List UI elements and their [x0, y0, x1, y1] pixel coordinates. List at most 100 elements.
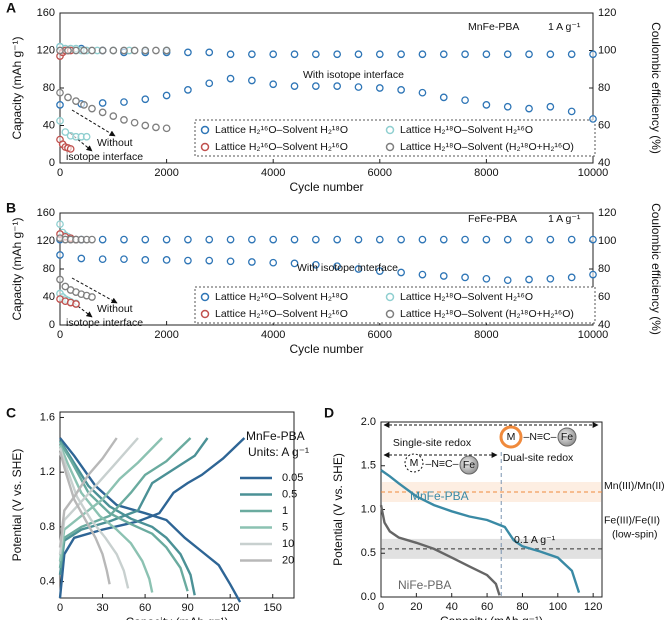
efficiency-point	[152, 46, 160, 55]
efficiency-point	[311, 50, 320, 59]
efficiency-point	[375, 50, 384, 59]
annotation: 1 A g⁻¹	[548, 213, 581, 225]
y-tick-label: 120	[37, 44, 55, 56]
discharge-curve	[58, 447, 130, 589]
capacity-point	[226, 74, 235, 83]
efficiency-point	[525, 50, 533, 59]
legend-marker	[385, 309, 395, 319]
x-tick-label: 4000	[261, 329, 285, 341]
y2-tick-label: 60	[598, 119, 610, 131]
efficiency-point	[290, 50, 299, 59]
efficiency-point	[205, 235, 214, 244]
capacity-point	[141, 256, 150, 264]
efficiency-point	[130, 46, 139, 55]
capacity-point	[130, 118, 139, 127]
capacity-point	[567, 107, 576, 116]
annotation: Single-site redox	[393, 437, 472, 449]
reference-band	[382, 482, 601, 502]
charge-curve	[58, 437, 118, 548]
legend-marker	[200, 292, 210, 302]
efficiency-point	[226, 235, 235, 244]
reference-label: Fe(III)/Fe(II)	[604, 515, 660, 527]
x-tick-label: 2000	[154, 167, 178, 179]
capacity-point	[152, 123, 160, 132]
x-tick-label: 0	[57, 329, 63, 341]
capacity-point	[120, 116, 128, 124]
panel-label: C	[6, 405, 16, 421]
legend-label: Lattice H₂¹⁸O–Solvent H₂¹⁶O	[400, 124, 533, 136]
capacity-point	[375, 267, 384, 275]
y2-tick-label: 40	[598, 157, 610, 169]
legend-label: 0.5	[282, 488, 297, 500]
y-tick-label: 40	[43, 119, 55, 131]
capacity-point	[439, 93, 448, 102]
icon-label: M	[507, 431, 516, 443]
legend-label: 0.05	[282, 472, 303, 484]
legend-label: Lattice H₂¹⁶O–Solvent H₂¹⁶O	[215, 141, 348, 153]
y2-axis-title: Coulombic efficiency (%)	[649, 22, 663, 154]
annotation: Without	[97, 137, 133, 149]
legend-label: 1	[282, 505, 288, 517]
y-tick-label: 0.4	[40, 575, 55, 587]
legend-label: 20	[282, 554, 294, 566]
y2-axis-title: Coulombic efficiency (%)	[649, 203, 663, 335]
y-axis-title: Potential (V vs. SHE)	[331, 453, 345, 566]
capacity-point	[205, 256, 214, 265]
icons	[404, 425, 577, 475]
efficiency-point	[120, 235, 128, 244]
efficiency-point	[397, 235, 405, 244]
legend-marker	[200, 125, 210, 135]
y-tick-label: 160	[37, 7, 55, 19]
capacity-point	[72, 97, 80, 105]
efficiency-point	[56, 46, 64, 55]
efficiency-point	[482, 50, 491, 59]
capacity-point	[482, 101, 491, 109]
capacity-point	[162, 124, 171, 133]
efficiency-point	[184, 48, 192, 57]
efficiency-point	[109, 46, 118, 55]
efficiency-point	[248, 50, 256, 59]
x-tick-label: 120	[584, 601, 602, 613]
efficiency-point	[461, 50, 469, 59]
efficiency-point	[120, 46, 128, 55]
legend-marker	[385, 142, 395, 152]
legend-marker	[385, 125, 395, 135]
x-tick-label: 0	[378, 601, 384, 613]
efficiency-point	[226, 50, 235, 59]
capacity-point	[525, 104, 533, 113]
capacity-point	[77, 254, 86, 263]
x-tick-label: 8000	[474, 167, 498, 179]
x-tick-label: 4000	[261, 167, 285, 179]
capacity-point	[503, 102, 512, 111]
capacity-point	[461, 96, 469, 105]
efficiency-point	[88, 235, 96, 244]
y-axis-title: Capacity (mAh g⁻¹)	[10, 36, 24, 139]
legend-label: Lattice H₂¹⁶O–Solvent H₂¹⁶O	[215, 308, 348, 320]
x-tick-label: 0	[57, 602, 63, 614]
capacity-point	[418, 88, 427, 97]
efficiency-point	[418, 50, 427, 59]
x-tick-label: 8000	[474, 329, 498, 341]
capacity-point	[56, 88, 64, 97]
y2-tick-label: 80	[598, 82, 610, 94]
efficiency-point	[439, 50, 448, 59]
annotation: isotope interface	[66, 317, 143, 329]
annotation: 1 A g⁻¹	[548, 21, 581, 33]
y2-tick-label: 40	[598, 319, 610, 331]
efficiency-point	[589, 50, 597, 59]
y-tick-label: 1.5	[361, 460, 376, 472]
capacity-point	[162, 256, 171, 264]
efficiency-point	[482, 235, 491, 244]
icon-label: M	[410, 457, 419, 469]
y2-tick-label: 100	[598, 44, 616, 56]
annotation: 0.1 A g⁻¹	[514, 534, 556, 546]
capacity-point	[589, 115, 597, 123]
y-axis-title: Potential (V vs. SHE)	[10, 449, 24, 562]
efficiency-point	[72, 46, 80, 55]
legend-marker	[200, 309, 210, 319]
discharge-curve	[58, 441, 189, 592]
icon-label: Fe	[463, 459, 475, 471]
series-label: NiFe-PBA	[398, 578, 451, 592]
capacity-point	[80, 101, 88, 109]
efficiency-point	[333, 235, 342, 244]
